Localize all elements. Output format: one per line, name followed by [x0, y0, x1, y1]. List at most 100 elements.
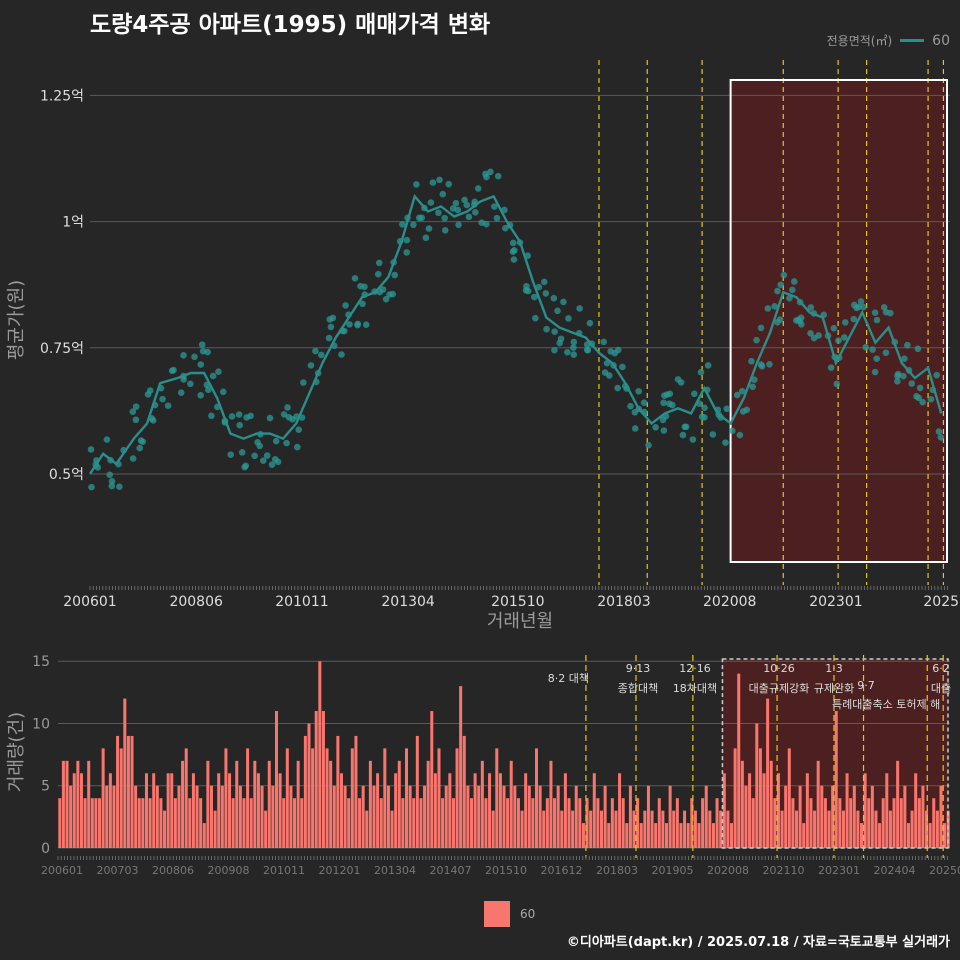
- volume-bar: [885, 773, 889, 848]
- volume-bar: [943, 823, 947, 848]
- volume-bar: [170, 773, 174, 848]
- data-point: [709, 431, 717, 438]
- data-point: [228, 413, 236, 420]
- data-point: [774, 287, 781, 295]
- data-point: [748, 357, 755, 365]
- y-tick-label: 15: [32, 654, 50, 670]
- volume-bar: [578, 798, 582, 848]
- volume-bar: [144, 773, 148, 848]
- volume-bar: [314, 711, 318, 848]
- data-point: [833, 380, 841, 388]
- volume-bar: [134, 785, 138, 848]
- volume-bar: [538, 785, 542, 848]
- volume-bar: [820, 785, 824, 848]
- volume-bar: [863, 773, 867, 848]
- x-tick-label: 201510: [491, 594, 544, 610]
- data-point: [137, 437, 145, 444]
- volume-bar: [701, 798, 705, 848]
- data-point: [600, 338, 607, 346]
- data-point: [108, 482, 116, 490]
- data-point: [576, 305, 583, 312]
- volume-bar: [816, 760, 820, 848]
- volume-bar: [408, 785, 412, 848]
- data-point: [871, 309, 879, 317]
- data-point: [235, 411, 243, 418]
- data-point: [362, 321, 370, 328]
- data-point: [325, 334, 333, 342]
- policy-annotation: 8·2 대책: [548, 672, 589, 685]
- volume-bar: [600, 810, 604, 848]
- data-point: [259, 457, 267, 465]
- volume-bar: [704, 785, 708, 848]
- data-point: [807, 304, 815, 311]
- data-point: [88, 483, 95, 491]
- x-tick-label: 202110: [763, 864, 805, 877]
- volume-bar: [181, 760, 185, 848]
- data-point: [256, 442, 264, 450]
- volume-bar: [585, 798, 589, 848]
- volume-bar: [372, 785, 376, 848]
- data-point: [766, 361, 773, 368]
- volume-bar: [708, 810, 712, 848]
- x-tick-label: 200806: [169, 594, 223, 610]
- data-point: [374, 270, 382, 278]
- x-tick-label: 200601: [41, 864, 83, 877]
- data-point: [483, 173, 490, 181]
- data-point: [318, 351, 325, 359]
- data-point: [236, 421, 244, 429]
- data-point: [198, 341, 206, 348]
- data-point: [887, 309, 894, 317]
- volume-bar: [65, 760, 69, 848]
- volume-bar: [166, 773, 170, 848]
- data-point: [565, 315, 572, 322]
- data-point: [645, 441, 652, 449]
- credit-text: ©디아파트(dapt.kr) / 2025.07.18 / 자료=국토교통부 실…: [566, 935, 950, 950]
- x-tick-label: 202301: [809, 594, 862, 610]
- volume-bar: [657, 798, 661, 848]
- data-point: [436, 176, 443, 184]
- volume-bar: [325, 748, 329, 848]
- data-point: [780, 271, 788, 279]
- volume-bar: [935, 810, 939, 848]
- data-point: [771, 303, 778, 310]
- x-tick-label: 201803: [597, 594, 650, 610]
- data-point: [454, 206, 462, 214]
- volume-bar: [939, 785, 943, 848]
- data-point: [827, 364, 835, 371]
- volume-bar: [253, 760, 257, 848]
- x-tick-label: 202008: [703, 594, 756, 610]
- volume-bar: [769, 760, 773, 848]
- volume-bar: [751, 798, 755, 848]
- data-point: [429, 179, 437, 186]
- x-tick-label: 201407: [430, 864, 472, 877]
- y-tick-label: 10: [32, 716, 50, 732]
- volume-bar: [228, 773, 232, 848]
- volume-bar: [798, 785, 802, 848]
- data-point: [733, 391, 741, 399]
- volume-bar: [383, 748, 387, 848]
- data-point: [605, 372, 613, 379]
- volume-bar: [379, 798, 383, 848]
- volume-bar: [906, 823, 910, 848]
- volume-bar: [426, 760, 430, 848]
- policy-annotation: 10·26: [763, 662, 795, 675]
- volume-bar: [58, 798, 62, 848]
- volume-bar: [339, 773, 343, 848]
- x-tick-label: 201510: [485, 864, 527, 877]
- y-tick-label: 0.5억: [49, 467, 84, 483]
- volume-bar: [293, 798, 297, 848]
- volume-bar: [455, 748, 459, 848]
- data-point: [168, 367, 176, 375]
- data-point: [164, 402, 172, 409]
- x-tick-label: 2025: [923, 594, 959, 610]
- volume-bar: [83, 798, 87, 848]
- volume-bar: [831, 785, 835, 848]
- data-point: [873, 355, 880, 362]
- volume-bar: [217, 773, 221, 848]
- volume-bar: [188, 798, 192, 848]
- volume-bar: [928, 823, 932, 848]
- data-point: [871, 368, 879, 376]
- volume-bar: [581, 823, 585, 848]
- volume-bar: [498, 773, 502, 848]
- legend-line-swatch: [900, 39, 925, 42]
